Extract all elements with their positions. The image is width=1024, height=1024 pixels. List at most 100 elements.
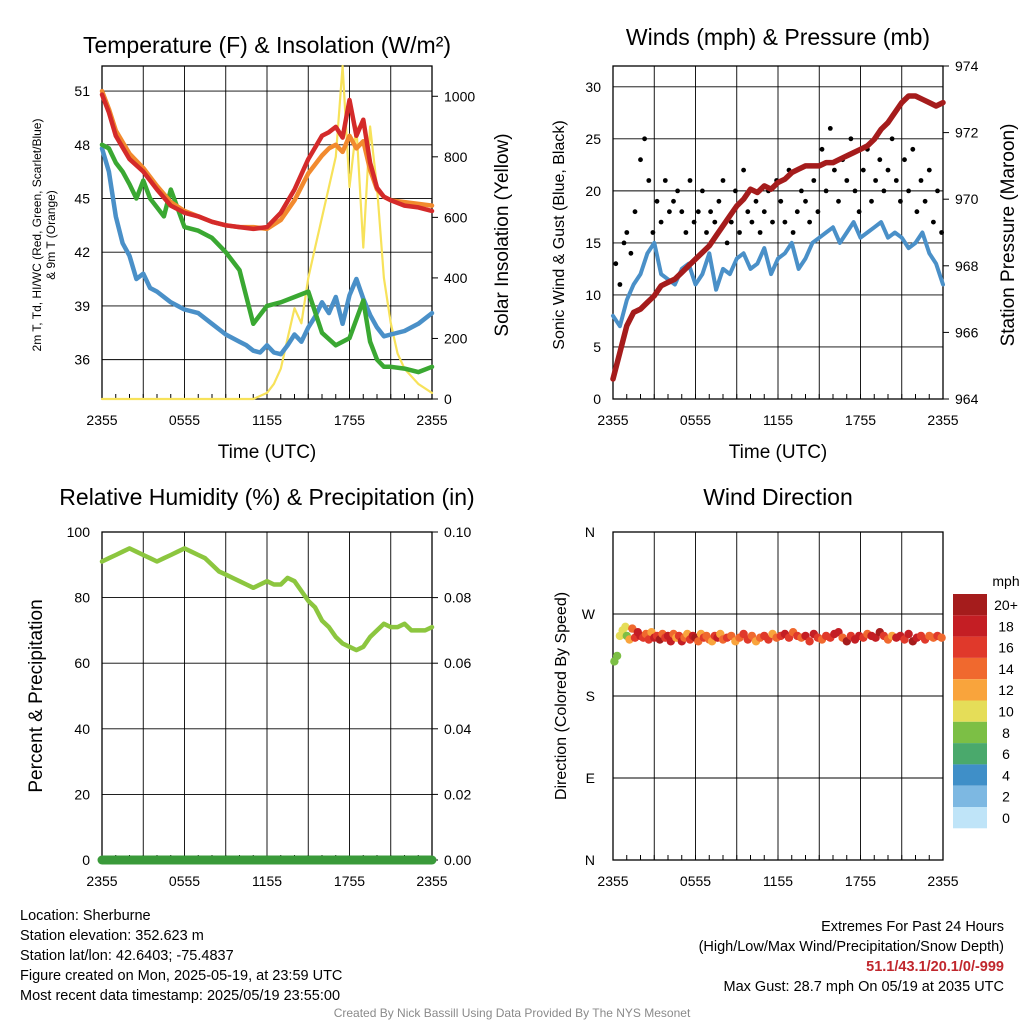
temp-y2-tick-label: 800 bbox=[444, 149, 468, 165]
direction-point bbox=[621, 622, 630, 631]
gust-point bbox=[935, 188, 940, 194]
rh-x-tick-label: 1755 bbox=[334, 873, 365, 889]
humidity-precipitation-panel: 2355 0555 1155 1755 2355 0 20 40 60 80 100 0.00 0.02… bbox=[67, 524, 472, 889]
legend-label: 20+ bbox=[994, 597, 1018, 613]
rh-x-tick-label: 1155 bbox=[252, 873, 282, 889]
gust-point bbox=[885, 167, 891, 173]
gust-point bbox=[823, 188, 829, 194]
gust-point bbox=[869, 198, 874, 204]
gust-point bbox=[815, 209, 821, 215]
gust-point bbox=[628, 250, 634, 256]
legend-label: 10 bbox=[998, 704, 1014, 720]
wind-y-tick-label: 30 bbox=[585, 79, 601, 95]
heat-index-line bbox=[99, 146, 435, 357]
speed-color-legend: 20+ 18 16 14 12 10 8 6 4 2 0 bbox=[953, 594, 1018, 829]
gust-point bbox=[790, 230, 796, 235]
legend-color-swatch bbox=[953, 679, 987, 701]
gust-point bbox=[724, 240, 730, 246]
legend-label: 0 bbox=[1002, 810, 1010, 826]
gust-point bbox=[827, 125, 833, 131]
legend-label: 8 bbox=[1002, 725, 1010, 741]
gust-point bbox=[613, 261, 619, 267]
gust-point bbox=[621, 240, 627, 246]
dir-y-tick-label: N bbox=[585, 524, 595, 540]
credit-line: Created By Nick Bassill Using Data Provi… bbox=[333, 1006, 691, 1020]
rh-y2-tick-label: 0.08 bbox=[444, 590, 471, 606]
dewpoint-line bbox=[99, 142, 435, 375]
rh-x-tick-label: 2355 bbox=[86, 873, 117, 889]
rh-y2-tick-label: 0.04 bbox=[444, 721, 471, 737]
gust-point bbox=[794, 209, 800, 215]
temp-x-tick-label: 2355 bbox=[416, 412, 447, 428]
gust-point bbox=[761, 209, 767, 215]
max-gust: Max Gust: 28.7 mph On 05/19 at 2035 UTC bbox=[723, 979, 1004, 995]
humidity-line bbox=[99, 546, 435, 653]
wind-x-tick-label: 1155 bbox=[763, 412, 793, 428]
gust-point bbox=[745, 209, 751, 215]
temperature-left-axis-label-line2: & 9m T (Orange) bbox=[44, 190, 58, 280]
rh-y2-tick-label: 0.02 bbox=[444, 786, 471, 802]
legend-label: 4 bbox=[1002, 767, 1010, 783]
gust-point bbox=[700, 188, 705, 194]
direction-point bbox=[937, 633, 946, 642]
wind-y2-tick-label: 970 bbox=[955, 191, 979, 207]
gust-point bbox=[675, 188, 680, 194]
gust-point bbox=[650, 230, 656, 235]
temp-x-tick-label: 1755 bbox=[334, 412, 365, 428]
gust-point bbox=[687, 178, 693, 183]
legend-color-swatch bbox=[953, 657, 987, 680]
gust-point bbox=[910, 146, 916, 152]
gust-point bbox=[906, 188, 911, 194]
legend-color-swatch bbox=[953, 785, 987, 807]
wind-y-tick-label: 15 bbox=[585, 235, 601, 251]
legend-label: 12 bbox=[998, 682, 1014, 698]
pressure-line bbox=[610, 93, 946, 382]
legend-label: 18 bbox=[998, 618, 1014, 634]
extremes-info: Extremes For Past 24 Hours (High/Low/Max… bbox=[699, 917, 1004, 997]
temp-y2-tick-label: 400 bbox=[444, 270, 468, 286]
winds-right-axis-label: Station Pressure (Maroon) bbox=[998, 124, 1019, 347]
gust-point bbox=[642, 136, 647, 142]
gust-point bbox=[931, 219, 936, 225]
legend-color-swatch bbox=[953, 594, 987, 616]
rh-y-tick-label: 20 bbox=[74, 786, 90, 802]
rh-y-tick-label: 80 bbox=[74, 590, 90, 606]
legend-color-swatch bbox=[953, 700, 987, 722]
insolation-line bbox=[100, 64, 434, 401]
gust-point bbox=[708, 209, 713, 215]
temp-x-tick-label: 0555 bbox=[169, 412, 200, 428]
gust-point bbox=[807, 219, 812, 225]
gust-point bbox=[695, 209, 701, 215]
temp-x-tick-label: 1155 bbox=[252, 412, 282, 428]
temp-y-tick-label: 51 bbox=[74, 83, 90, 99]
gust-point bbox=[658, 219, 664, 225]
legend-label: 6 bbox=[1002, 746, 1010, 762]
gust-point bbox=[617, 282, 623, 287]
extremes-subheading: (High/Low/Max Wind/Precipitation/Snow De… bbox=[698, 939, 1004, 955]
wind-x-tick-label: 0555 bbox=[680, 412, 711, 428]
legend-label: 2 bbox=[1002, 789, 1010, 805]
extremes-values: 51.1/43.1/20.1/0/-999 bbox=[866, 959, 1004, 975]
temp-y2-tick-label: 0 bbox=[444, 391, 452, 407]
gust-point bbox=[799, 188, 804, 194]
temp-y-tick-label: 45 bbox=[74, 190, 90, 206]
legend-color-swatch bbox=[953, 764, 987, 786]
wind-x-tick-label: 2355 bbox=[597, 412, 628, 428]
gust-point bbox=[632, 209, 638, 215]
temp-y-tick-label: 48 bbox=[74, 137, 90, 153]
gust-point bbox=[720, 178, 726, 183]
rh-y2-tick-label: 0.00 bbox=[444, 852, 471, 868]
gust-point bbox=[716, 198, 722, 204]
wind-y-tick-label: 10 bbox=[585, 287, 601, 303]
rh-x-tick-label: 0555 bbox=[169, 873, 200, 889]
rh-y2-tick-label: 0.10 bbox=[444, 524, 471, 540]
temp-2m-line bbox=[99, 92, 435, 232]
humidity-panel-title: Relative Humidity (%) & Precipitation (i… bbox=[59, 484, 474, 510]
gust-point bbox=[918, 178, 924, 183]
winds-left-axis-label: Sonic Wind & Gust (Blue, Black) bbox=[551, 120, 568, 349]
humidity-left-axis-label: Percent & Precipitation bbox=[26, 599, 47, 792]
gust-point bbox=[836, 198, 841, 204]
gust-point bbox=[646, 178, 652, 183]
